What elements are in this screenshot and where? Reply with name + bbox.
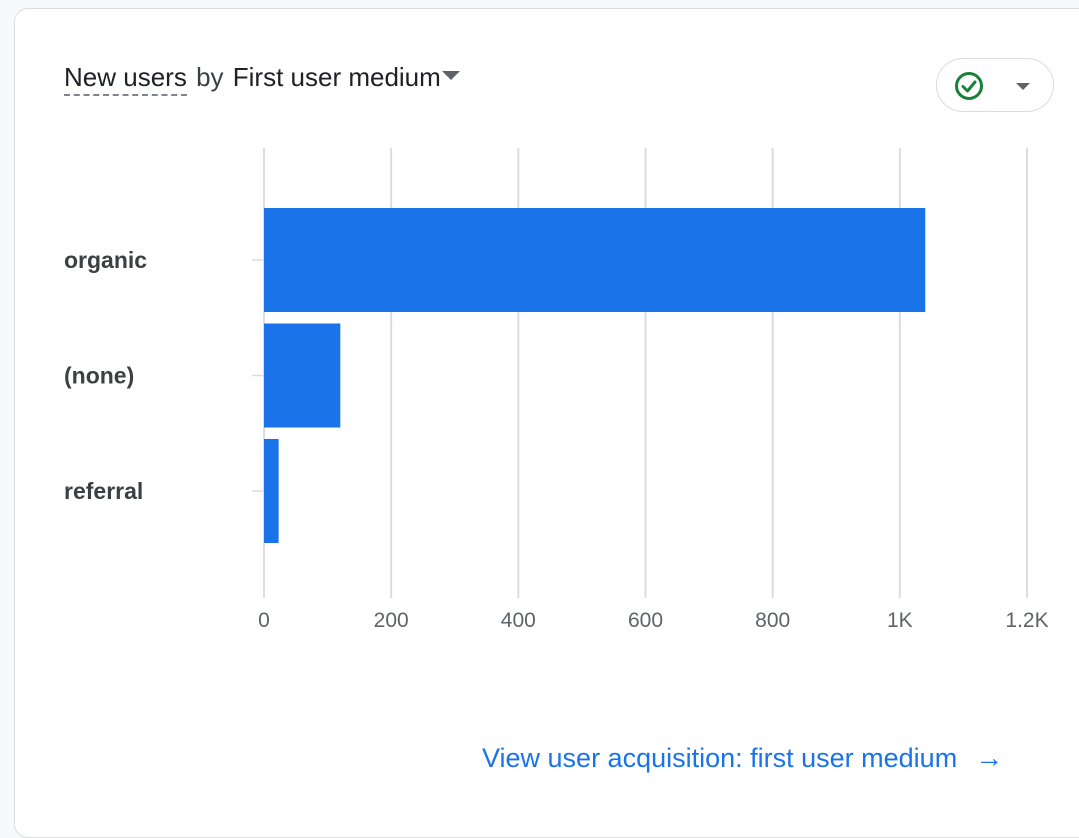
x-tick-label: 0 bbox=[258, 609, 270, 632]
title-by-text: by bbox=[196, 62, 224, 92]
x-tick-label: 1.2K bbox=[1005, 609, 1048, 632]
metric-selector[interactable]: New users bbox=[64, 62, 187, 96]
bar[interactable] bbox=[264, 208, 926, 312]
view-acquisition-link-text[interactable]: View user acquisition: first user medium bbox=[482, 743, 958, 773]
view-acquisition-link[interactable]: View user acquisition: first user medium… bbox=[482, 742, 1003, 774]
arrow-right-icon[interactable]: → bbox=[975, 742, 1004, 773]
dimension-dropdown-icon[interactable] bbox=[441, 70, 460, 80]
dimension-selector[interactable]: First user medium bbox=[232, 62, 441, 92]
x-tick-label: 600 bbox=[628, 609, 663, 632]
card-title: New users by First user medium bbox=[64, 62, 460, 96]
category-label: referral bbox=[64, 478, 143, 504]
status-dropdown-icon bbox=[1016, 83, 1030, 90]
bar[interactable] bbox=[264, 439, 279, 543]
x-tick-label: 1K bbox=[887, 609, 913, 632]
x-tick-label: 800 bbox=[755, 609, 790, 632]
check-circle-icon bbox=[955, 72, 983, 100]
x-tick-label: 400 bbox=[501, 609, 536, 632]
x-tick-label: 200 bbox=[374, 609, 409, 632]
bar[interactable] bbox=[264, 323, 341, 428]
category-label: organic bbox=[64, 247, 147, 273]
category-label: (none) bbox=[64, 363, 134, 389]
data-quality-status-button[interactable] bbox=[936, 58, 1054, 112]
bar-chart: 0 200 400 600 800 1K 1.2K organic (none) referral bbox=[64, 148, 1049, 632]
chart-card bbox=[14, 8, 1079, 838]
